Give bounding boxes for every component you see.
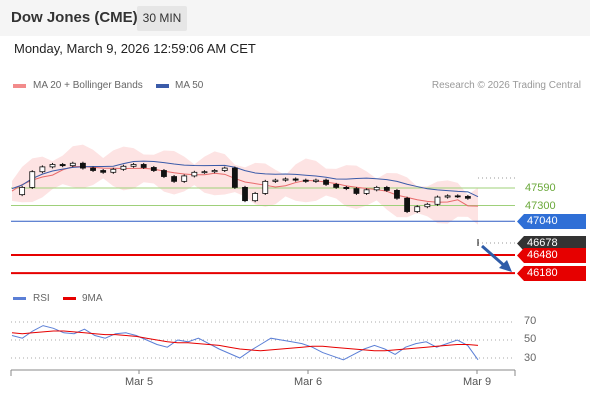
support-2-label: 46180 xyxy=(517,266,586,281)
candle-body xyxy=(282,178,289,181)
rsi-ma-line xyxy=(11,330,479,352)
ma50-line xyxy=(11,160,479,198)
candle-body xyxy=(444,195,451,198)
legend-ma9: 9MA xyxy=(82,293,103,304)
header-bar: Dow Jones (CME) 30 MIN xyxy=(0,0,590,36)
ma20-swatch xyxy=(13,84,26,88)
legend-ma50: MA 50 xyxy=(175,80,204,91)
resistance-1-label: 47300 xyxy=(525,200,556,212)
candle-body xyxy=(221,167,228,171)
candle-body xyxy=(80,162,86,169)
candle-body xyxy=(19,186,26,196)
candle-body xyxy=(313,179,319,182)
candle-body xyxy=(302,179,309,182)
candle-body xyxy=(292,178,299,181)
candle-body xyxy=(404,197,410,212)
candle-body xyxy=(69,162,76,167)
candle-body xyxy=(373,186,380,191)
ma50-swatch xyxy=(156,84,169,88)
candle-body xyxy=(39,166,46,173)
x-label-mar9: Mar 9 xyxy=(463,376,492,388)
candle-body xyxy=(262,180,269,194)
candle-body xyxy=(464,196,471,199)
candle-body xyxy=(454,195,461,198)
legend-ma20: MA 20 + Bollinger Bands xyxy=(33,80,143,91)
rsi-tick-30: 30 xyxy=(524,352,537,364)
candle-body xyxy=(343,186,350,190)
resistance-2-label: 47590 xyxy=(525,182,556,194)
candle-body xyxy=(49,164,56,168)
candle-body xyxy=(110,168,117,173)
support-1-label: 46480 xyxy=(517,248,586,263)
candle-body xyxy=(161,170,167,177)
candle-body xyxy=(191,171,198,177)
research-credit: Research © 2026 Trading Central xyxy=(431,80,581,91)
candle-body xyxy=(150,167,157,171)
candle-body xyxy=(252,193,259,202)
candle-body xyxy=(140,164,147,168)
candle-body xyxy=(363,189,370,194)
ma9-swatch xyxy=(63,297,76,300)
rsi-tick-50: 50 xyxy=(524,333,537,345)
candle-body xyxy=(100,170,107,173)
candle-body xyxy=(434,196,441,205)
candle-body xyxy=(130,164,137,167)
candle-body xyxy=(414,206,421,212)
candle-body xyxy=(424,203,431,208)
candle-body xyxy=(383,186,390,191)
last-price-label: 46678 xyxy=(517,236,586,251)
instrument-title: Dow Jones (CME) xyxy=(11,9,138,26)
rsi-line xyxy=(11,325,479,361)
candle-body xyxy=(231,167,238,188)
x-label-mar5: Mar 5 xyxy=(125,376,154,388)
candle-body xyxy=(120,165,127,170)
candle-body xyxy=(90,167,96,171)
candle-body xyxy=(394,190,400,199)
candle-body xyxy=(353,188,360,194)
candle-body xyxy=(171,176,177,182)
rsi-tick-70: 70 xyxy=(524,315,537,327)
rsi-swatch xyxy=(13,297,26,300)
candle-body xyxy=(333,183,340,188)
candle-body xyxy=(323,179,329,185)
candle-body xyxy=(59,164,66,167)
timeframe-badge[interactable]: 30 MIN xyxy=(137,6,187,31)
datetime-stamp: Monday, March 9, 2026 12:59:06 AM CET xyxy=(14,41,256,56)
candle-body xyxy=(242,186,248,202)
pivot-label: 47040 xyxy=(517,214,586,229)
candle-body xyxy=(201,171,208,174)
candle-body xyxy=(29,171,36,188)
forecast-arrow-head xyxy=(499,260,512,272)
x-label-mar6: Mar 6 xyxy=(294,376,323,388)
candle-body xyxy=(181,175,188,182)
candle-body xyxy=(272,179,279,182)
legend-rsi: RSI xyxy=(33,293,50,304)
bollinger-band xyxy=(12,144,478,225)
candle-body xyxy=(211,170,218,173)
